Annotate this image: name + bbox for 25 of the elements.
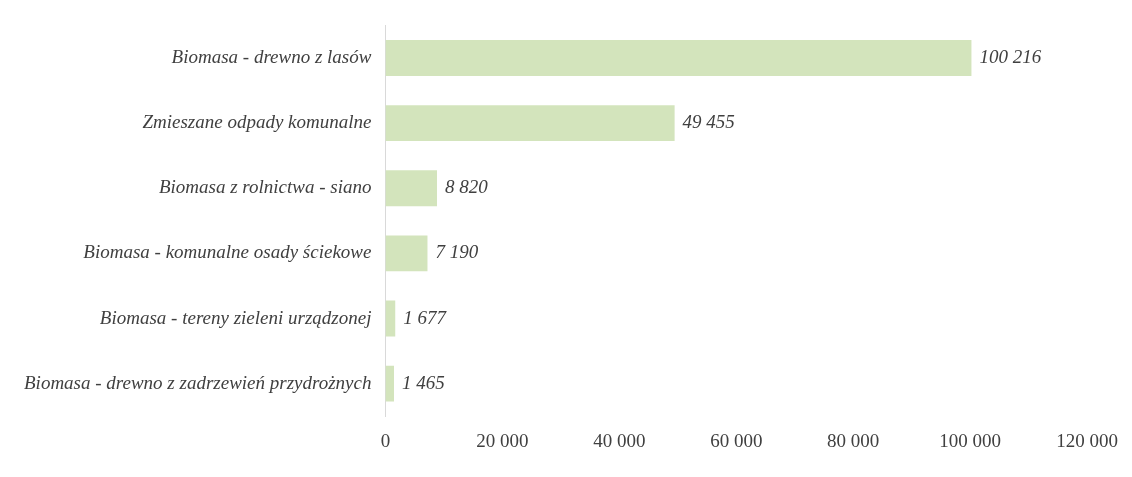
- x-tick-label: 20 000: [476, 429, 529, 451]
- y-tick-label: Biomasa - komunalne osady ściekowe: [83, 241, 372, 263]
- data-label: 49 455: [682, 111, 735, 133]
- x-tick-label: 60 000: [710, 429, 763, 451]
- y-tick-label: Biomasa - drewno z zadrzewień przydrożnych: [24, 371, 372, 393]
- x-tick-label: 80 000: [827, 429, 880, 451]
- bar: [385, 40, 972, 76]
- y-tick-label: Biomasa - tereny zieleni urządzonej: [99, 306, 372, 328]
- bar: [385, 105, 675, 142]
- x-tick-label: 120 000: [1056, 429, 1118, 451]
- data-label: 1 465: [402, 371, 445, 393]
- x-tick-label: 0: [380, 429, 391, 451]
- y-tick-label: Biomasa - drewno z lasów: [171, 45, 372, 67]
- bar: [385, 170, 438, 207]
- bar: [385, 235, 428, 272]
- x-tick-label: 40 000: [593, 429, 646, 451]
- bar: [385, 365, 394, 402]
- x-tick-label: 100 000: [939, 429, 1002, 451]
- y-tick-label: Biomasa z rolnictwa - siano: [158, 176, 372, 198]
- bar: [385, 300, 396, 337]
- data-label: 7 190: [435, 241, 479, 263]
- y-tick-label: Zmieszane odpady komunalne: [142, 111, 372, 133]
- data-label: 1 677: [403, 306, 448, 328]
- data-label: 100 216: [979, 45, 1042, 67]
- data-label: 8 820: [445, 176, 489, 198]
